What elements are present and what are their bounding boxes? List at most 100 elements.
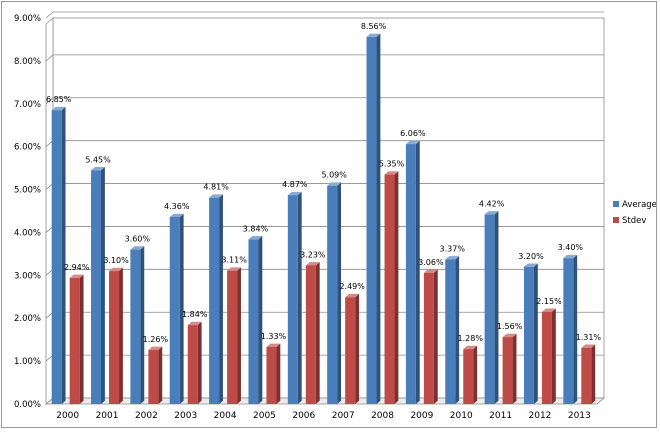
x-tick-label: 2006 [292, 411, 315, 421]
bar-stdev-2004 [227, 267, 241, 404]
x-tick-label: 2000 [56, 411, 79, 421]
bar-top-face [305, 262, 320, 266]
bar-side-face [276, 343, 281, 404]
bar-stdev-2002 [148, 346, 163, 404]
bar-side-face [573, 254, 578, 404]
data-label: 1.28% [458, 334, 484, 343]
data-label: 5.09% [321, 171, 347, 180]
bar-average-2001 [91, 166, 105, 404]
bar-front-face [502, 337, 513, 404]
bar-side-face [315, 262, 320, 404]
bar-side-face [376, 33, 381, 405]
bar-stdev-2000 [69, 274, 84, 404]
bar-top-face [51, 106, 66, 111]
bar-top-face [227, 267, 241, 271]
y-tick-label: 4.00% [14, 228, 41, 238]
bar-stdev-2013 [581, 344, 596, 404]
bar-side-face [355, 293, 360, 404]
bar-chart: 0.00% 1.00% 2.00% 3.00% 4.00% 5.00% 6.00% 7.00%… [14, 11, 657, 421]
gridline [45, 97, 604, 105]
y-tick-label: 5.00% [14, 186, 41, 196]
y-tick-label: 7.00% [14, 100, 41, 110]
legend-label-average: Average [622, 200, 656, 210]
gridline [45, 54, 604, 62]
bar-average-2004 [209, 194, 223, 404]
bar-front-face [305, 265, 316, 404]
data-label: 8.56% [361, 22, 387, 31]
x-tick-label: 2005 [253, 411, 276, 421]
bar-top-face [384, 171, 399, 175]
gridline [45, 11, 604, 19]
data-label: 3.37% [440, 244, 466, 253]
bar-top-face [366, 33, 381, 37]
data-labels: 6.85% 2.94% 5.45% 3.10% 3.60% 1.26% 4.36% 1.84%… [46, 22, 601, 344]
bar-side-face [219, 194, 223, 404]
y-tick-label: 9.00% [14, 14, 41, 24]
bar-side-face [494, 211, 499, 404]
bar-top-face [266, 343, 281, 347]
data-label: 5.45% [85, 155, 111, 164]
x-axis-tick-labels: 2000 2001 2002 2003 2004 2005 2006 2007 2008 2009… [56, 411, 591, 421]
bar-front-face [109, 271, 120, 404]
bar-side-face [197, 321, 202, 404]
bar-side-face [158, 346, 163, 404]
data-label: 1.31% [576, 333, 602, 342]
bar-average-2010 [445, 256, 460, 404]
data-label: 3.23% [300, 250, 326, 259]
bar-average-2005 [248, 236, 263, 404]
legend: Average Stdev [613, 200, 657, 226]
bar-top-face [345, 293, 360, 298]
bar-stdev-2012 [541, 308, 556, 404]
data-label: 3.06% [418, 258, 444, 267]
data-label: 6.85% [46, 95, 72, 104]
legend-swatch-stdev [613, 217, 619, 223]
bar-side-face [79, 274, 84, 404]
bar-side-face [455, 256, 460, 404]
bar-side-face [473, 345, 478, 404]
bar-stdev-2008 [384, 171, 399, 404]
data-label: 6.06% [400, 129, 426, 138]
bar-side-face [179, 213, 184, 404]
x-tick-label: 2011 [489, 411, 512, 421]
legend-label-stdev: Stdev [622, 216, 646, 226]
bar-front-face [227, 270, 238, 404]
bar-top-face [484, 211, 499, 215]
bar-front-face [366, 36, 377, 404]
data-label: 1.56% [497, 322, 523, 331]
bar-top-face [445, 256, 460, 260]
data-label: 3.20% [518, 252, 544, 261]
bar-front-face [523, 266, 534, 404]
bar-front-face [563, 258, 574, 404]
bar-front-face [384, 174, 395, 404]
bar-front-face [423, 272, 434, 404]
bar-top-face [248, 236, 263, 240]
bar-top-face [541, 308, 556, 312]
bar-average-2002 [130, 246, 145, 404]
bar-top-face [423, 269, 438, 273]
bar-side-face [512, 333, 517, 404]
x-tick-label: 2008 [371, 411, 394, 421]
bar-top-face [502, 333, 517, 338]
bar-average-2008 [366, 33, 381, 405]
bar-top-face [563, 254, 578, 259]
bar-stdev-2001 [109, 267, 123, 404]
data-label: 3.84% [243, 224, 269, 233]
legend-swatch-average [613, 201, 619, 207]
y-tick-label: 3.00% [14, 271, 41, 281]
x-tick-label: 2010 [450, 411, 473, 421]
bar-stdev-2007 [345, 293, 360, 404]
floor [44, 397, 606, 405]
bar-stdev-2010 [463, 345, 478, 404]
x-tick-label: 2003 [174, 411, 197, 421]
bar-front-face [209, 197, 220, 404]
data-label: 2.94% [64, 263, 90, 272]
x-tick-label: 2012 [529, 411, 552, 421]
x-tick-label: 2013 [568, 411, 591, 421]
bar-top-face [187, 321, 202, 326]
y-tick-label: 1.00% [14, 357, 41, 367]
bar-front-face [169, 217, 180, 404]
bar-average-2000 [51, 106, 66, 405]
bar-side-face [297, 191, 302, 404]
data-label: 2.49% [339, 282, 365, 291]
